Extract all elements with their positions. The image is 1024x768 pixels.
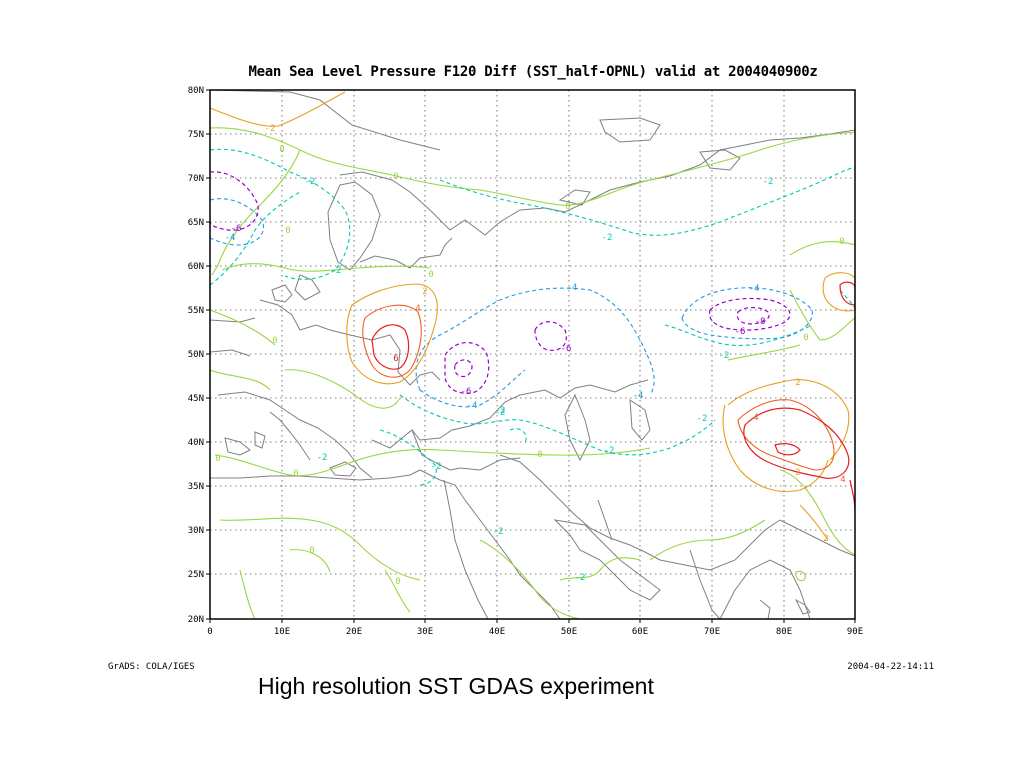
lat-label: 75N (188, 130, 204, 140)
contour-label: -2 (317, 453, 328, 463)
contour-label: 0 (395, 577, 400, 587)
lat-label: 80N (188, 86, 204, 96)
lat-label: 20N (188, 615, 204, 625)
contour-label: 6 (393, 354, 398, 364)
contour-label: -4 (225, 233, 236, 243)
tick-marks (206, 89, 856, 623)
contour-label: 2 (795, 378, 800, 388)
contour-label: 0 (393, 172, 398, 182)
contour-label: 0 (293, 469, 298, 479)
contour-label: -8 (755, 317, 766, 327)
longitude-labels: 0 10E 20E 30E 40E 50E 60E 70E 80E 90E (207, 627, 863, 637)
contour-label: -4 (567, 283, 578, 293)
contours-level-neg6 (371, 281, 855, 511)
grads-credit: GrADS: COLA/IGES (108, 662, 195, 672)
lat-label: 65N (188, 218, 204, 228)
contour-label: 4 (753, 413, 758, 423)
lat-label: 70N (188, 174, 204, 184)
contour-label: 0 (309, 546, 314, 556)
lat-label: 50N (188, 350, 204, 360)
contour-label: -2 (305, 177, 316, 187)
contour-label: 2 (422, 287, 427, 297)
contour-label: -2 (431, 462, 442, 472)
contour-label: 0 (272, 336, 277, 346)
contour-label: -6 (461, 387, 472, 397)
contour-label: -4 (633, 391, 644, 401)
contour-label: -4 (749, 284, 760, 294)
contour-label: -6 (561, 344, 572, 354)
contour-label: -2 (763, 177, 774, 187)
contour-label: -2 (602, 233, 613, 243)
contour-label: -2 (265, 124, 276, 134)
contours-level-neg2 (210, 91, 855, 541)
lon-label: 70E (704, 627, 720, 637)
contour-label: 0 (428, 270, 433, 280)
lon-label: 40E (489, 627, 505, 637)
contour-labels: -2 0 -2 0 -6 -4 0 -2 0 -2 -4 0 2 4 6 0 -… (215, 124, 845, 587)
latitude-labels: 80N 75N 70N 65N 60N 55N 50N 45N 40N 35N … (188, 86, 204, 625)
contour-label: 0 (537, 450, 542, 460)
contour-label: -2 (493, 527, 504, 537)
map-title: Mean Sea Level Pressure F120 Diff (SST_h… (248, 64, 818, 80)
contour-label: 0 (565, 202, 570, 212)
contour-label: -2 (719, 351, 730, 361)
contour-label: -2 (495, 406, 506, 416)
contours-level-neg4 (362, 304, 835, 471)
contour-label: 0 (285, 226, 290, 236)
contours-level-2 (210, 148, 855, 486)
grid (210, 90, 855, 619)
timestamp: 2004-04-22-14:11 (847, 662, 934, 672)
contour-label: 2 (795, 468, 800, 478)
contour-label: -2 (575, 573, 586, 583)
contour-label: 0 (279, 145, 284, 155)
contour-label: 2 (823, 534, 828, 544)
lon-label: 80E (776, 627, 792, 637)
lat-label: 30N (188, 526, 204, 536)
lon-label: 50E (561, 627, 577, 637)
lon-label: 10E (274, 627, 290, 637)
contours-level-8 (454, 306, 770, 378)
contour-label: -2 (331, 266, 342, 276)
contours-level-6 (210, 171, 791, 394)
contour-label: -2 (604, 446, 615, 456)
lat-label: 45N (188, 394, 204, 404)
lat-label: 25N (188, 570, 204, 580)
contour-label: -2 (697, 414, 708, 424)
lat-label: 40N (188, 438, 204, 448)
lon-label: 30E (417, 627, 433, 637)
lat-label: 35N (188, 482, 204, 492)
contour-label: 4 (840, 475, 845, 485)
contour-label: -6 (735, 327, 746, 337)
contour-label: -2 (495, 408, 506, 418)
contour-label: 0 (803, 333, 808, 343)
contour-label: 0 (215, 454, 220, 464)
contour-label: -6 (231, 224, 242, 234)
contours-level-0 (210, 127, 855, 619)
lon-label: 20E (346, 627, 362, 637)
contour-label: 0 (839, 237, 844, 247)
lat-label: 60N (188, 262, 204, 272)
lat-label: 55N (188, 306, 204, 316)
contours-level-4 (210, 198, 813, 408)
contour-label: 4 (415, 304, 420, 314)
slide-caption: High resolution SST GDAS experiment (258, 673, 654, 699)
lon-label: 60E (632, 627, 648, 637)
lon-label: 0 (207, 627, 212, 637)
contour-label: -4 (467, 401, 478, 411)
lon-label: 90E (847, 627, 863, 637)
